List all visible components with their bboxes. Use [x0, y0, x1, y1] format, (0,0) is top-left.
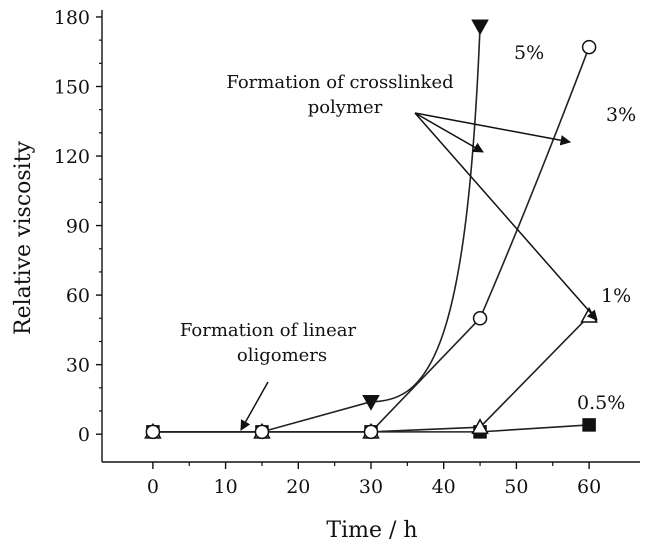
x-tick-label: 20	[286, 476, 310, 498]
y-tick-label: 180	[54, 7, 90, 29]
x-axis-title: Time / h	[326, 518, 417, 543]
data-point	[362, 394, 380, 411]
annotations: Formation of crosslinked polymer Formati…	[180, 72, 598, 431]
series-label-5pct: 5%	[514, 42, 544, 64]
x-tick-label: 50	[504, 476, 528, 498]
y-tick-label: 150	[54, 76, 90, 98]
series-markers	[144, 19, 598, 440]
annotation-crosslinked-line1: Formation of crosslinked	[226, 72, 453, 93]
series-label-0-5pct: 0.5%	[577, 392, 625, 414]
data-point	[471, 418, 489, 434]
annotation-linear-line1: Formation of linear	[180, 320, 357, 341]
arrow-linear-oligomers	[240, 381, 269, 431]
data-point	[581, 39, 597, 55]
annotation-linear-line2: oligomers	[237, 345, 327, 366]
series-line	[152, 26, 481, 433]
series-label-3pct: 3%	[606, 104, 636, 126]
series-label-1pct: 1%	[601, 285, 631, 307]
data-point	[582, 418, 596, 432]
x-tick-label: 30	[359, 476, 383, 498]
x-tick-label: 10	[214, 476, 238, 498]
y-tick-label: 90	[66, 216, 90, 238]
x-tick-label: 0	[147, 476, 159, 498]
series-labels: 5% 3% 1% 0.5%	[514, 42, 636, 414]
arrow-crosslinked-to-3pct	[414, 112, 572, 146]
data-point	[472, 311, 488, 326]
y-tick-label: 0	[78, 424, 90, 446]
data-point	[471, 19, 489, 36]
y-tick-label: 60	[66, 285, 90, 307]
y-tick-label: 30	[66, 355, 90, 377]
data-point	[254, 424, 270, 440]
y-axis-title: Relative viscosity	[11, 140, 36, 335]
ticks: 0 10 20 30 40 50 60 0 30 60 90 120 150 180	[54, 7, 601, 498]
data-point	[363, 424, 379, 440]
y-tick-label: 120	[54, 146, 90, 168]
x-tick-label: 40	[432, 476, 456, 498]
arrow-crosslinked-to-5pct	[414, 112, 484, 153]
arrow-crosslinked-to-1pct	[414, 112, 598, 321]
x-tick-label: 60	[577, 476, 601, 498]
annotation-crosslinked-line2: polymer	[308, 97, 383, 118]
data-point	[145, 424, 161, 440]
